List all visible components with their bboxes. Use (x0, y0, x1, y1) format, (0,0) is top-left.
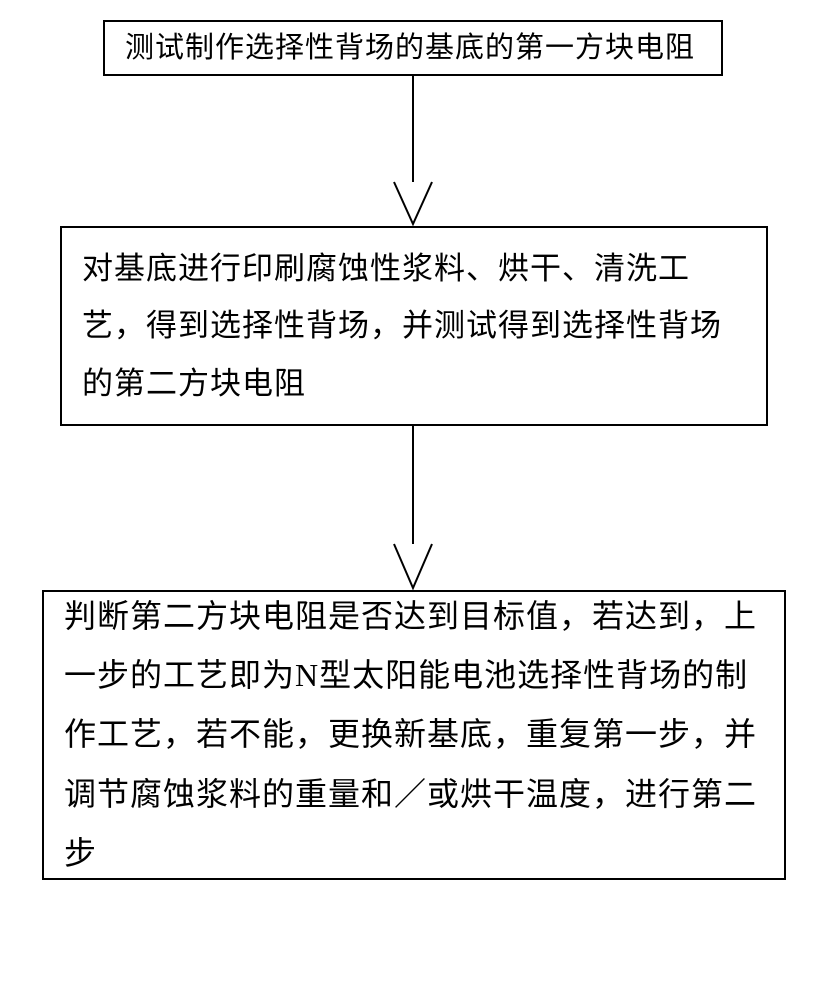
box-1-text: 测试制作选择性背场的基底的第一方块电阻 (125, 28, 695, 69)
box-3-text: 判断第二方块电阻是否达到目标值，若达到，上一步的工艺即为N型太阳能电池选择性背场… (64, 587, 764, 883)
flowchart-box-1: 测试制作选择性背场的基底的第一方块电阻 (103, 20, 723, 76)
flowchart-container: 测试制作选择性背场的基底的第一方块电阻 对基底进行印刷腐蚀性浆料、烘干、清洗工艺… (0, 0, 826, 1000)
flowchart-box-3: 判断第二方块电阻是否达到目标值，若达到，上一步的工艺即为N型太阳能电池选择性背场… (42, 590, 786, 880)
arrow-2 (383, 426, 443, 590)
flowchart-box-2: 对基底进行印刷腐蚀性浆料、烘干、清洗工艺，得到选择性背场，并测试得到选择性背场的… (60, 226, 768, 426)
box-2-text: 对基底进行印刷腐蚀性浆料、烘干、清洗工艺，得到选择性背场，并测试得到选择性背场的… (82, 240, 746, 412)
arrow-1 (383, 76, 443, 226)
